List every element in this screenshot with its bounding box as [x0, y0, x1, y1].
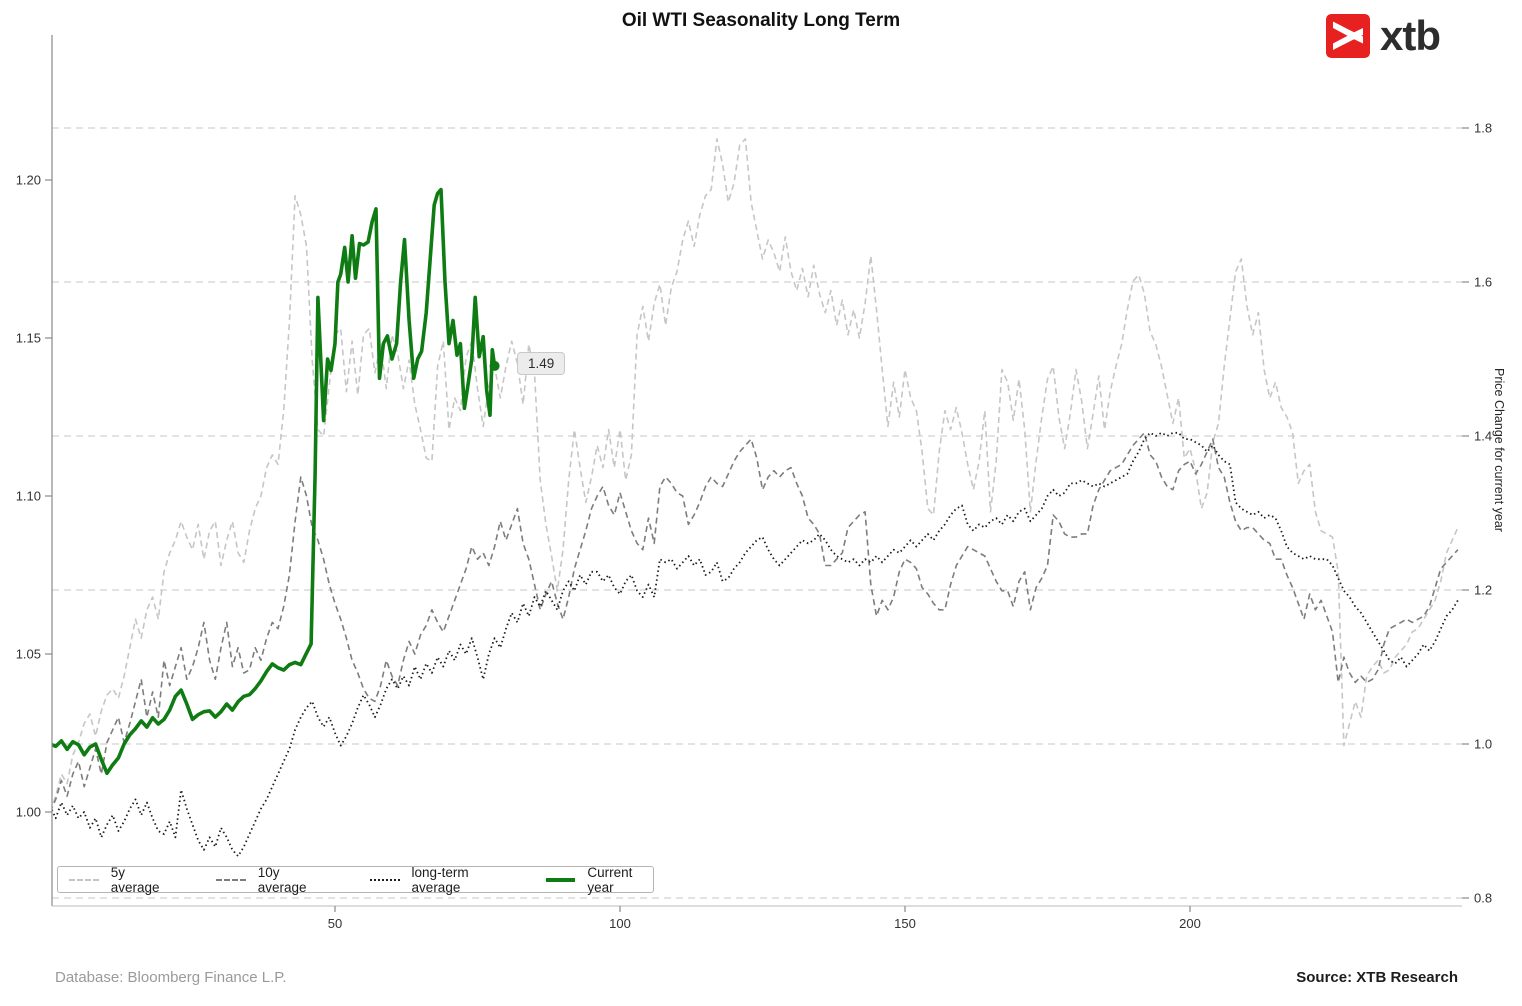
series-5y-average — [52, 138, 1459, 809]
right-axis-title: Price Change for current year — [1492, 368, 1506, 532]
axis-tick-label: 200 — [1179, 916, 1201, 931]
series-group — [52, 138, 1459, 858]
axis-tick-label: 1.00 — [16, 805, 41, 820]
series-10y-average — [52, 431, 1459, 810]
axis-tick-label: 1.20 — [16, 173, 41, 188]
axis-tick-label: 1.15 — [16, 331, 41, 346]
axes: 1.00 1.05 1.10 1.15 1.20 0.8 1.0 1.2 1.4 1.6 1.8 50… — [16, 35, 1492, 931]
dashed-light-line-icon — [69, 878, 99, 881]
solid-green-line-icon — [545, 877, 576, 882]
axis-tick-label: 1.6 — [1474, 275, 1492, 290]
chart-title: Oil WTI Seasonality Long Term — [621, 10, 901, 31]
current-year-endpoint — [489, 360, 500, 371]
axis-tick-label: 1.0 — [1474, 737, 1492, 752]
axis-tick-label: 1.2 — [1474, 583, 1492, 598]
axis-tick-label: 100 — [609, 916, 631, 931]
axis-tick-label: 50 — [328, 916, 342, 931]
axis-tick-label: 0.8 — [1474, 891, 1492, 906]
legend-item-10y-average: 10y average — [216, 865, 323, 895]
series-long-term-average — [52, 431, 1459, 858]
series-current-year — [52, 187, 497, 776]
legend-label: 10y average — [257, 864, 307, 895]
legend-label: long-term average — [411, 864, 469, 895]
legend-item-long-term-average: long-term average — [369, 864, 508, 895]
current-value-annotation: 1.49 — [517, 352, 566, 375]
legend-label: 5y average — [110, 864, 160, 895]
footer-database: Database: Bloomberg Finance L.P. — [55, 969, 287, 986]
legend: 5y average 10y average long-term average… — [57, 864, 654, 895]
footer-source: Source: XTB Research — [1296, 969, 1458, 986]
axis-tick-label: 150 — [894, 916, 916, 931]
axis-tick-label: 1.4 — [1474, 429, 1492, 444]
xtb-logo-icon — [1326, 14, 1370, 58]
xtb-logo: xtb — [1326, 12, 1441, 59]
axis-tick-label: 1.8 — [1474, 121, 1492, 136]
axis-tick-label: 1.05 — [16, 647, 41, 662]
legend-item-5y-average: 5y average — [69, 865, 169, 895]
legend-item-current-year: Current year — [545, 864, 653, 895]
xtb-logo-text: xtb — [1380, 12, 1441, 59]
dashed-dark-line-icon — [216, 878, 246, 881]
dotted-line-icon — [369, 878, 400, 881]
legend-label: Current year — [587, 864, 633, 895]
axis-tick-label: 1.10 — [16, 489, 41, 504]
